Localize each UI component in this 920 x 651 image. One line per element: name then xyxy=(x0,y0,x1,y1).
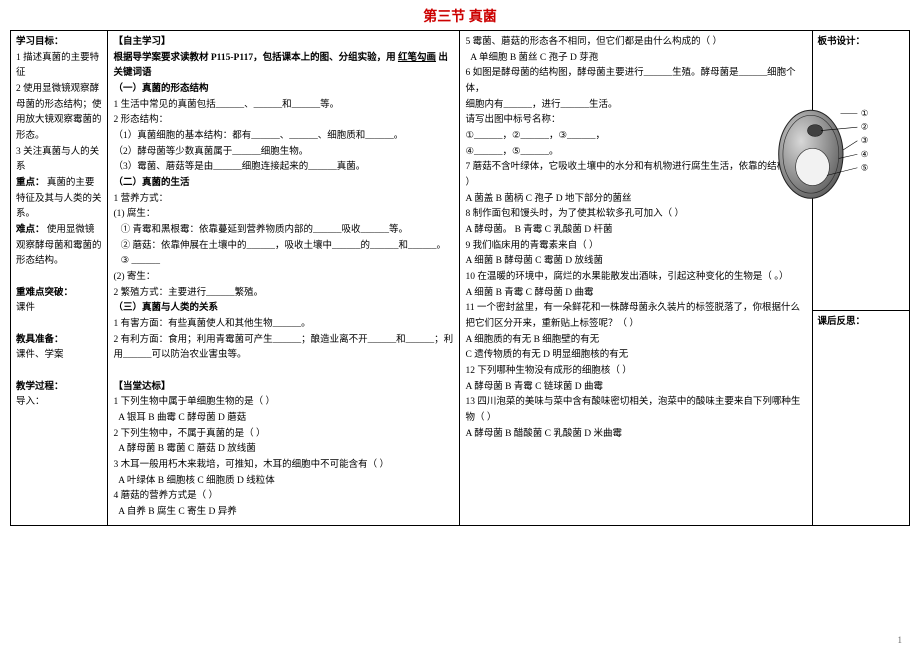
q6e: ④______，⑤______。 xyxy=(465,147,558,157)
s1-2a: （1）真菌细胞的基本结构：都有______、______、细胞质和______。 xyxy=(113,131,403,141)
section-1-heading: （一）真菌的形态结构 xyxy=(113,84,208,94)
left-column: 学习目标： 1 描述真菌的主要特征 2 使用显微镜观察酵母菌的形态结构；使用放大… xyxy=(11,31,108,526)
q9-options: A 细菌 B 酵母菌 C 霉菌 D 放线菌 xyxy=(465,256,603,266)
s3-1: 1 有害方面：有些真菌使人和其他生物______。 xyxy=(113,319,310,329)
yeast-cell-diagram: ① ② ③ ④ ⑤ xyxy=(772,95,892,205)
s2-1a3: ③ ______ xyxy=(121,256,160,266)
goal-3: 3 关注真菌与人的关系 xyxy=(16,147,99,173)
q6a: 6 如图是酵母菌的结构图，酵母菌主要进行______生殖。酵母菌是______细… xyxy=(465,68,795,94)
q13-options: A 酵母菌 B 醋酸菌 C 乳酸菌 D 米曲霉 xyxy=(465,429,622,439)
diagram-label-4: ④ xyxy=(861,149,869,159)
s2-2: 2 繁殖方式：主要进行______繁殖。 xyxy=(113,288,263,298)
q10: 10 在温暖的环境中，腐烂的水果能散发出酒味，引起这种变化的生物是（ 。） xyxy=(465,272,788,282)
s1-1: 1 生活中常见的真菌包括______、______和______等。 xyxy=(113,100,339,110)
s2-1a1: ① 青霉和黑根霉：依靠蔓延到营养物质内部的______吸收______等。 xyxy=(121,225,408,235)
q12: 12 下列哪种生物没有成形的细胞核（ ） xyxy=(465,366,631,376)
goal-1: 1 描述真菌的主要特征 xyxy=(16,53,99,79)
q1: 1 下列生物中属于单细胞生物的是（ ） xyxy=(113,397,275,407)
q6b: 细胞内有______，进行______生活。 xyxy=(465,100,617,110)
reflection-heading: 课后反思： xyxy=(818,317,866,327)
diagram-label-3: ③ xyxy=(861,135,869,145)
diagram-label-5: ⑤ xyxy=(861,162,869,172)
focus-heading: 重点： xyxy=(16,178,45,188)
q9: 9 我们临床用的青霉素来自（ ） xyxy=(465,241,598,251)
s1-2b: （2）酵母菌等少数真菌属于______细胞生物。 xyxy=(113,147,308,157)
q3: 3 木耳一般用朽木来栽培，可推知，木耳的细胞中不可能含有（ ） xyxy=(113,460,389,470)
q3-options: A 叶绿体 B 细胞核 C 细胞质 D 线粒体 xyxy=(118,476,275,486)
q11a: 11 一个密封盆里，有一朵鲜花和一株酵母菌永久装片的标签脱落了，你根据什么把它们… xyxy=(465,303,800,329)
q4-options: A 自养 B 腐生 C 寄生 D 异养 xyxy=(118,507,237,517)
q6c: 请写出图中标号名称： xyxy=(465,115,560,125)
diagram-label-1: ① xyxy=(861,108,869,118)
break-heading: 重难点突破： xyxy=(16,288,73,298)
q13: 13 四川泡菜的美味与菜中含有酸味密切相关，泡菜中的酸味主要来自下列哪种生物（ … xyxy=(465,397,800,423)
q5-options: A 单细胞 B 菌丝 C 孢子 D 芽孢 xyxy=(470,53,598,63)
q2-options: A 酵母菌 B 霉菌 C 蘑菇 D 放线菌 xyxy=(118,444,256,454)
s2-1: 1 营养方式： xyxy=(113,194,168,204)
reflection-cell: 课后反思： xyxy=(812,311,910,526)
page-title: 第三节 真菌 xyxy=(0,0,920,30)
q6d: ①______，②______，③______， xyxy=(465,131,605,141)
self-study-heading: 【自主学习】 xyxy=(113,37,170,47)
q2: 2 下列生物中，不属于真菌的是（ ） xyxy=(113,429,265,439)
q4: 4 蘑菇的营养方式是（ ） xyxy=(113,491,218,501)
s1-2: 2 形态结构： xyxy=(113,115,168,125)
q10-options: A 细菌 B 青霉 C 酵母菌 D 曲霉 xyxy=(465,288,593,298)
q7a: 7 蘑菇不含叶绿体，它吸收土壤中的水分和有机物进行腐生生活，依靠的结构是（ ） xyxy=(465,162,805,188)
q11-options-2: C 遗传物质的有无 D 明显细胞核的有无 xyxy=(465,350,628,360)
board-heading: 板书设计： xyxy=(818,37,866,47)
prep-heading: 教具准备： xyxy=(16,335,64,345)
break-text: 课件 xyxy=(16,303,35,313)
test-heading: 【当堂达标】 xyxy=(113,382,170,392)
goal-2: 2 使用显微镜观察酵母菌的形态结构；使用放大镜观察霉菌的形态。 xyxy=(16,84,102,141)
q8-options: A 酵母菌。 B 青霉 C 乳酸菌 D 杆菌 xyxy=(465,225,612,235)
q12-options: A 酵母菌 B 青霉 C 链球菌 D 曲霉 xyxy=(465,382,603,392)
s1-2c: （3）霉菌、蘑菇等是由______细胞连接起来的______真菌。 xyxy=(113,162,365,172)
q11-options-1: A 细胞质的有无 B 细胞壁的有无 xyxy=(465,335,599,345)
diff-heading: 难点： xyxy=(16,225,45,235)
s2-1a: (1) 腐生： xyxy=(113,209,155,219)
s2-1b: (2) 寄生： xyxy=(113,272,155,282)
middle-column-2: 5 霉菌、蘑菇的形态各不相同，但它们都是由什么构成的（ ） A 单细胞 B 菌丝… xyxy=(460,31,812,526)
s2-1a2: ② 蘑菇：依靠伸展在土壤中的______，吸收土壤中______的______和… xyxy=(121,241,446,251)
middle-column-1: 【自主学习】 根据导学案要求读教材 P115-P117，包括课本上的图、分组实验… xyxy=(108,31,460,526)
s3-2: 2 有利方面：食用；利用青霉菌可产生______；酿造业离不开______和__… xyxy=(113,335,453,361)
diagram-label-2: ② xyxy=(861,122,869,132)
instruction-red: 红笔勾画 xyxy=(398,53,436,63)
q8: 8 制作面包和馒头时，为了使其松软多孔可加入（ ） xyxy=(465,209,684,219)
prep-text: 课件、学案 xyxy=(16,350,64,360)
instruction-1: 根据导学案要求读教材 P115-P117，包括课本上的图、分组实验，用 xyxy=(113,53,395,63)
section-2-heading: （二）真菌的生活 xyxy=(113,178,189,188)
q5: 5 霉菌、蘑菇的形态各不相同，但它们都是由什么构成的（ ） xyxy=(465,37,722,47)
proc-text: 导入： xyxy=(16,397,45,407)
q1-options: A 银耳 B 曲霉 C 酵母菌 D 蘑菇 xyxy=(118,413,246,423)
page-number: 1 xyxy=(898,635,903,645)
q7-options: A 菌盖 B 菌柄 C 孢子 D 地下部分的菌丝 xyxy=(465,194,631,204)
section-3-heading: （三）真菌与人类的关系 xyxy=(113,303,218,313)
goals-heading: 学习目标： xyxy=(16,37,64,47)
proc-heading: 教学过程： xyxy=(16,382,64,392)
